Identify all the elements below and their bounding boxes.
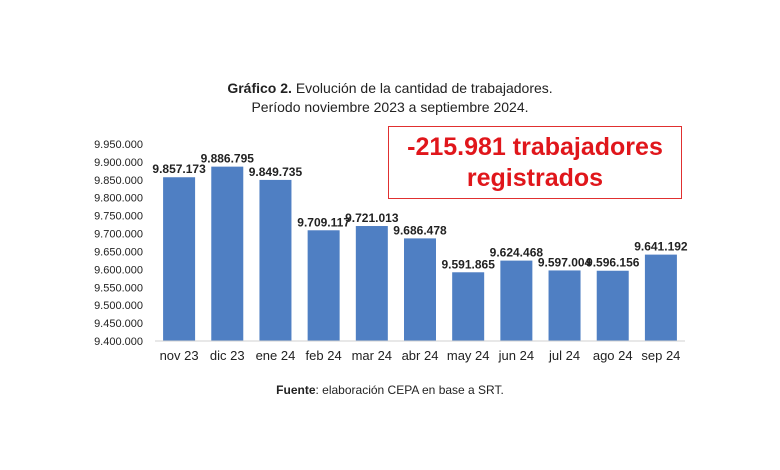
chart-title-text: Evolución de la cantidad de trabajadores…	[295, 80, 553, 96]
source-label: Fuente	[276, 383, 316, 397]
y-axis: 9.400.000 9.450.000 9.500.000 9.550.000 9.60…	[94, 139, 143, 348]
y-tick-label: 9.900.000	[94, 157, 143, 169]
y-tick-label: 9.600.000	[94, 264, 143, 276]
data-label: 9.624.468	[490, 246, 544, 260]
y-tick-label: 9.450.000	[94, 318, 143, 330]
x-tick-label: jun 24	[498, 348, 534, 363]
callout-line-2: registrados	[466, 163, 604, 192]
data-label: 9.597.004	[538, 255, 592, 269]
data-label: 9.886.795	[201, 152, 255, 166]
data-label: 9.591.865	[441, 257, 495, 271]
y-tick-label: 9.750.000	[94, 211, 143, 223]
bars	[163, 166, 677, 341]
bar	[404, 238, 436, 341]
y-tick-label: 9.500.000	[94, 300, 143, 312]
y-tick-label: 9.800.000	[94, 193, 143, 205]
y-tick-label: 9.700.000	[94, 229, 143, 241]
bar	[452, 272, 485, 341]
x-axis: nov 23 dic 23 ene 24 feb 24 mar 24 abr 24 may …	[155, 340, 685, 363]
x-tick-label: mar 24	[352, 348, 392, 363]
bar	[355, 226, 388, 341]
data-label: 9.641.192	[634, 240, 688, 254]
y-tick-label: 9.550.000	[94, 282, 143, 294]
data-label: 9.849.735	[249, 165, 303, 179]
data-label: 9.709.117	[297, 215, 350, 229]
y-tick-label: 9.950.000	[94, 139, 143, 151]
data-label: 9.686.478	[393, 223, 447, 237]
bar	[500, 260, 533, 341]
callout-line-1: -215.981 trabajadores	[407, 132, 663, 161]
y-tick-label: 9.850.000	[94, 175, 143, 187]
x-tick-label: may 24	[447, 348, 490, 363]
source-note: Fuente: elaboración CEPA en base a SRT.	[0, 383, 780, 397]
source-text: : elaboración CEPA en base a SRT.	[315, 383, 504, 397]
data-label: 9.721.013	[345, 211, 399, 225]
x-tick-label: nov 23	[160, 348, 199, 363]
x-tick-label: sep 24	[641, 348, 680, 363]
x-tick-label: ene 24	[256, 348, 296, 363]
bar	[163, 177, 196, 341]
x-tick-label: ago 24	[593, 348, 633, 363]
callout-box: -215.981 trabajadores registrados	[388, 126, 682, 199]
bar	[211, 166, 244, 341]
bar	[259, 179, 292, 341]
data-label: 9.857.173	[152, 162, 206, 176]
y-tick-label: 9.400.000	[94, 336, 143, 348]
bar	[644, 254, 677, 341]
x-tick-label: dic 23	[210, 348, 245, 363]
x-tick-label: jul 24	[548, 348, 580, 363]
x-tick-label: abr 24	[402, 348, 439, 363]
bar	[307, 230, 340, 341]
bar	[548, 270, 581, 341]
bar	[596, 270, 629, 341]
chart-title: Gráfico 2. Evolución de la cantidad de t…	[0, 80, 780, 96]
data-label: 9.596.156	[586, 256, 640, 270]
x-tick-label: feb 24	[306, 348, 342, 363]
y-tick-label: 9.650.000	[94, 246, 143, 258]
chart-title-number: Gráfico 2.	[227, 80, 292, 96]
chart-subtitle: Período noviembre 2023 a septiembre 2024…	[251, 99, 529, 115]
